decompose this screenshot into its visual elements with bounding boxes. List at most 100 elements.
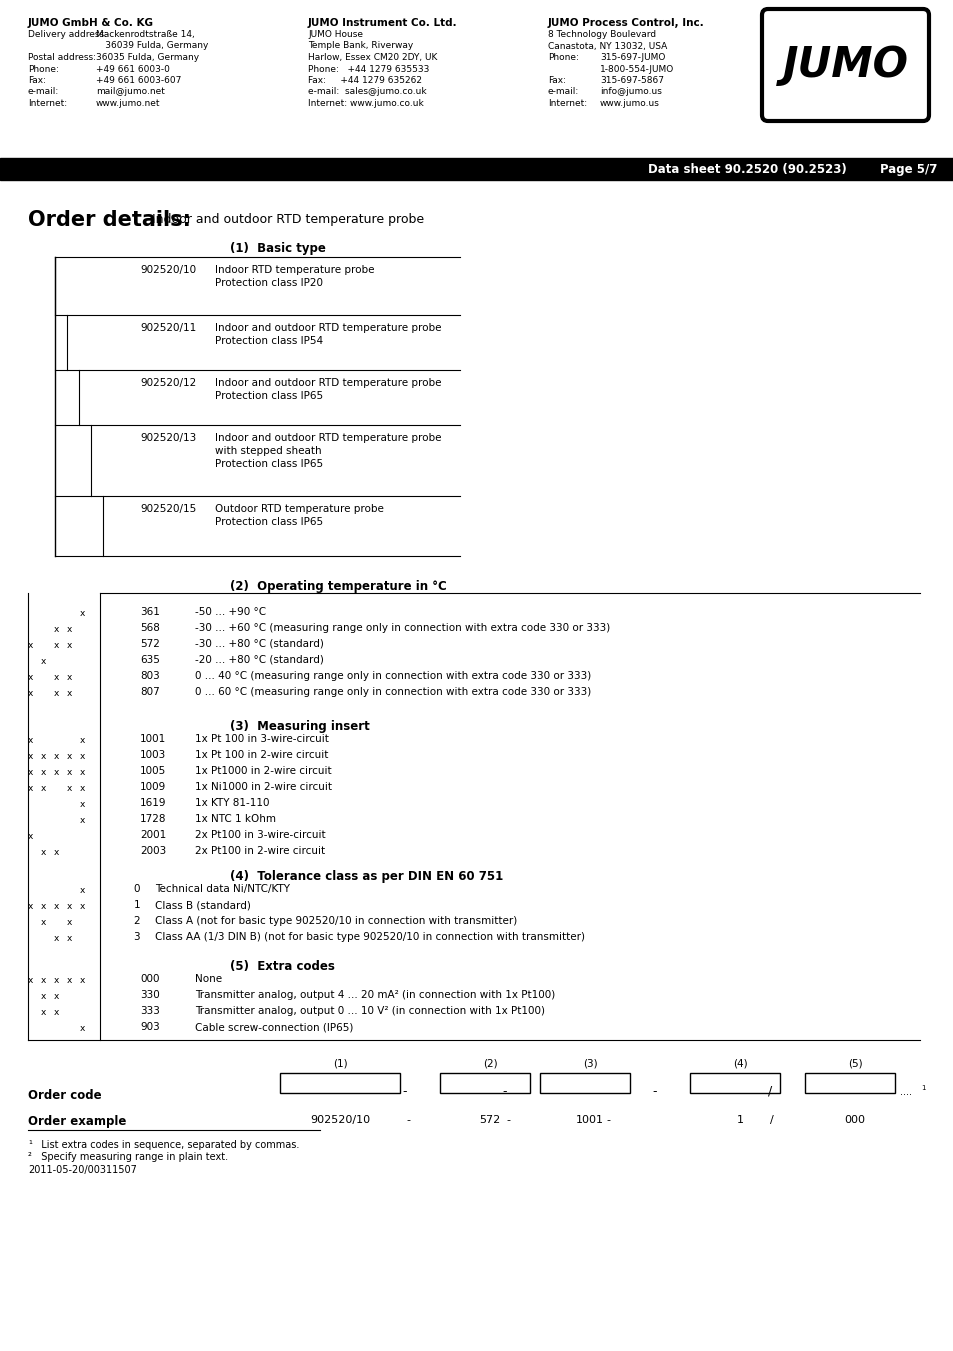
Text: 572: 572 [140, 639, 160, 648]
Text: 1001: 1001 [140, 734, 166, 744]
Text: Phone:: Phone: [547, 53, 578, 62]
Text: 2003: 2003 [140, 846, 166, 857]
Text: x: x [67, 934, 71, 943]
Text: Protection class IP54: Protection class IP54 [214, 336, 323, 346]
Text: JUMO House: JUMO House [308, 30, 363, 39]
Text: x: x [28, 753, 32, 761]
Text: 333: 333 [140, 1006, 160, 1016]
Text: x: x [67, 673, 71, 682]
Text: Internet: www.jumo.co.uk: Internet: www.jumo.co.uk [308, 99, 423, 108]
Text: e-mail:  sales@jumo.co.uk: e-mail: sales@jumo.co.uk [308, 88, 426, 96]
Text: 635: 635 [140, 655, 160, 665]
Text: Transmitter analog, output 4 ... 20 mA² (in connection with 1x Pt100): Transmitter analog, output 4 ... 20 mA² … [194, 990, 555, 1000]
Text: x: x [53, 975, 59, 985]
Text: x: x [67, 902, 71, 911]
Text: x: x [79, 736, 85, 744]
Text: x: x [79, 609, 85, 617]
Text: 2: 2 [133, 916, 140, 925]
Text: 1: 1 [920, 1085, 924, 1092]
Text: Indoor RTD temperature probe: Indoor RTD temperature probe [214, 265, 375, 276]
Text: Protection class IP65: Protection class IP65 [214, 517, 323, 527]
Text: 2x Pt100 in 3-wire-circuit: 2x Pt100 in 3-wire-circuit [194, 830, 325, 840]
Text: Postal address:: Postal address: [28, 53, 96, 62]
Text: Phone:   +44 1279 635533: Phone: +44 1279 635533 [308, 65, 429, 73]
Text: x: x [79, 753, 85, 761]
Text: Fax:     +44 1279 635262: Fax: +44 1279 635262 [308, 76, 421, 85]
Text: 568: 568 [140, 623, 160, 634]
Text: x: x [79, 975, 85, 985]
Text: x: x [53, 934, 59, 943]
Text: JUMO Process Control, Inc.: JUMO Process Control, Inc. [547, 18, 704, 28]
Text: mail@jumo.net: mail@jumo.net [96, 88, 165, 96]
Text: -: - [502, 1085, 507, 1098]
Text: 1: 1 [133, 900, 140, 911]
Text: Data sheet 90.2520 (90.2523): Data sheet 90.2520 (90.2523) [647, 162, 846, 176]
Text: 330: 330 [140, 990, 159, 1000]
Text: -20 ... +80 °C (standard): -20 ... +80 °C (standard) [194, 655, 323, 665]
Text: (1)  Basic type: (1) Basic type [230, 242, 326, 255]
Text: Page 5/7: Page 5/7 [879, 162, 937, 176]
Text: x: x [40, 767, 46, 777]
Text: Protection class IP20: Protection class IP20 [214, 278, 323, 288]
Text: JUMO: JUMO [781, 45, 907, 86]
Text: x: x [67, 767, 71, 777]
Text: 1x NTC 1 kOhm: 1x NTC 1 kOhm [194, 815, 275, 824]
Text: Order details:: Order details: [28, 209, 191, 230]
Text: 902520/12: 902520/12 [140, 378, 196, 388]
Text: 1001: 1001 [576, 1115, 603, 1125]
Text: Class B (standard): Class B (standard) [154, 900, 251, 911]
Text: Order example: Order example [28, 1115, 126, 1128]
Text: 1x Pt1000 in 2-wire circuit: 1x Pt1000 in 2-wire circuit [194, 766, 332, 775]
Text: None: None [194, 974, 222, 984]
Text: www.jumo.us: www.jumo.us [599, 99, 659, 108]
Text: Fax:: Fax: [28, 76, 46, 85]
Text: Class AA (1/3 DIN B) (not for basic type 902520/10 in connection with transmitte: Class AA (1/3 DIN B) (not for basic type… [154, 932, 584, 942]
Text: x: x [28, 689, 32, 698]
Text: (4): (4) [732, 1058, 746, 1069]
Bar [280, 1073, 399, 1093]
Text: 315-697-JUMO: 315-697-JUMO [599, 53, 664, 62]
Text: -: - [652, 1085, 657, 1098]
Text: 1x KTY 81-110: 1x KTY 81-110 [194, 798, 269, 808]
Text: 902520/10: 902520/10 [310, 1115, 370, 1125]
Text: 1009: 1009 [140, 782, 166, 792]
Text: x: x [67, 975, 71, 985]
Text: x: x [53, 992, 59, 1001]
Text: (3)  Measuring insert: (3) Measuring insert [230, 720, 370, 734]
Bar [539, 1073, 629, 1093]
Text: info@jumo.us: info@jumo.us [599, 88, 661, 96]
Text: x: x [79, 800, 85, 809]
Text: x: x [40, 848, 46, 857]
Text: x: x [40, 992, 46, 1001]
Text: 1005: 1005 [140, 766, 166, 775]
Text: 1619: 1619 [140, 798, 167, 808]
Text: (4)  Tolerance class as per DIN EN 60 751: (4) Tolerance class as per DIN EN 60 751 [230, 870, 503, 884]
Text: Class A (not for basic type 902520/10 in connection with transmitter): Class A (not for basic type 902520/10 in… [154, 916, 517, 925]
Text: Protection class IP65: Protection class IP65 [214, 459, 323, 469]
Text: x: x [53, 753, 59, 761]
Text: /: / [769, 1115, 773, 1125]
Text: x: x [79, 816, 85, 825]
Text: 000: 000 [140, 974, 159, 984]
Text: Indoor and outdoor RTD temperature probe: Indoor and outdoor RTD temperature probe [214, 323, 441, 332]
Text: e-mail:: e-mail: [28, 88, 59, 96]
Text: -30 ... +80 °C (standard): -30 ... +80 °C (standard) [194, 639, 323, 648]
Text: 36035 Fulda, Germany: 36035 Fulda, Germany [96, 53, 199, 62]
Text: 2011-05-20/00311507: 2011-05-20/00311507 [28, 1165, 136, 1175]
Text: 361: 361 [140, 607, 160, 617]
Text: 1x Pt 100 in 3-wire-circuit: 1x Pt 100 in 3-wire-circuit [194, 734, 329, 744]
Text: List extra codes in sequence, separated by commas.: List extra codes in sequence, separated … [35, 1140, 299, 1150]
Text: Technical data Ni/NTC/KTY: Technical data Ni/NTC/KTY [154, 884, 290, 894]
Text: (3): (3) [582, 1058, 597, 1069]
Text: x: x [79, 1024, 85, 1034]
Text: -: - [605, 1115, 609, 1125]
Text: Fax:: Fax: [547, 76, 565, 85]
Text: Order code: Order code [28, 1089, 102, 1102]
Text: x: x [53, 640, 59, 650]
Bar [439, 1073, 530, 1093]
Text: 315-697-5867: 315-697-5867 [599, 76, 663, 85]
Text: Cable screw-connection (IP65): Cable screw-connection (IP65) [194, 1021, 353, 1032]
Text: x: x [67, 917, 71, 927]
Text: Internet:: Internet: [547, 99, 586, 108]
Text: +49 661 6003-607: +49 661 6003-607 [96, 76, 181, 85]
